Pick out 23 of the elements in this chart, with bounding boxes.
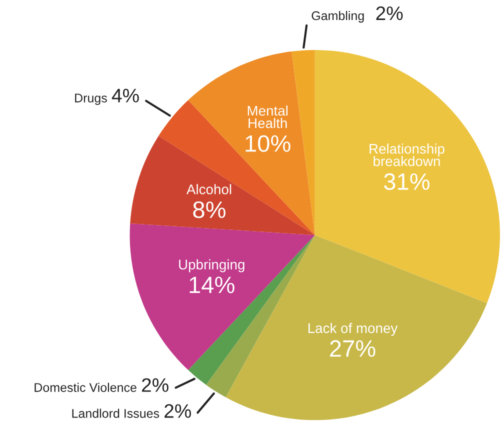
slice-label: Gambling xyxy=(312,10,364,23)
data-label: 14% xyxy=(190,276,234,294)
data-label: 10% xyxy=(246,135,290,152)
data-label: 2% xyxy=(142,378,168,392)
pie-slice xyxy=(158,100,315,236)
slice-label: Domestic Violence xyxy=(34,382,136,392)
slice-label: Alcohol xyxy=(186,184,232,194)
slice-label: Mental Health xyxy=(248,105,288,128)
data-label: 2% xyxy=(164,404,191,418)
slice-label: Upbringing xyxy=(179,259,244,272)
data-label: 2% xyxy=(376,6,403,20)
data-label: 8% xyxy=(193,201,226,218)
data-label: 4% xyxy=(112,88,139,102)
slice-label: Landlord Issues xyxy=(72,408,160,418)
slice-label: Lack of money xyxy=(308,322,398,336)
data-label: 27% xyxy=(330,340,376,357)
slice-label: Relationship breakdown xyxy=(370,144,444,166)
pie-slice xyxy=(292,50,315,236)
pie-slice xyxy=(130,136,315,236)
pie-slice xyxy=(314,50,500,304)
slice-label: Drugs xyxy=(75,94,107,105)
pie-slice xyxy=(188,51,315,236)
data-label: 31% xyxy=(384,173,430,190)
